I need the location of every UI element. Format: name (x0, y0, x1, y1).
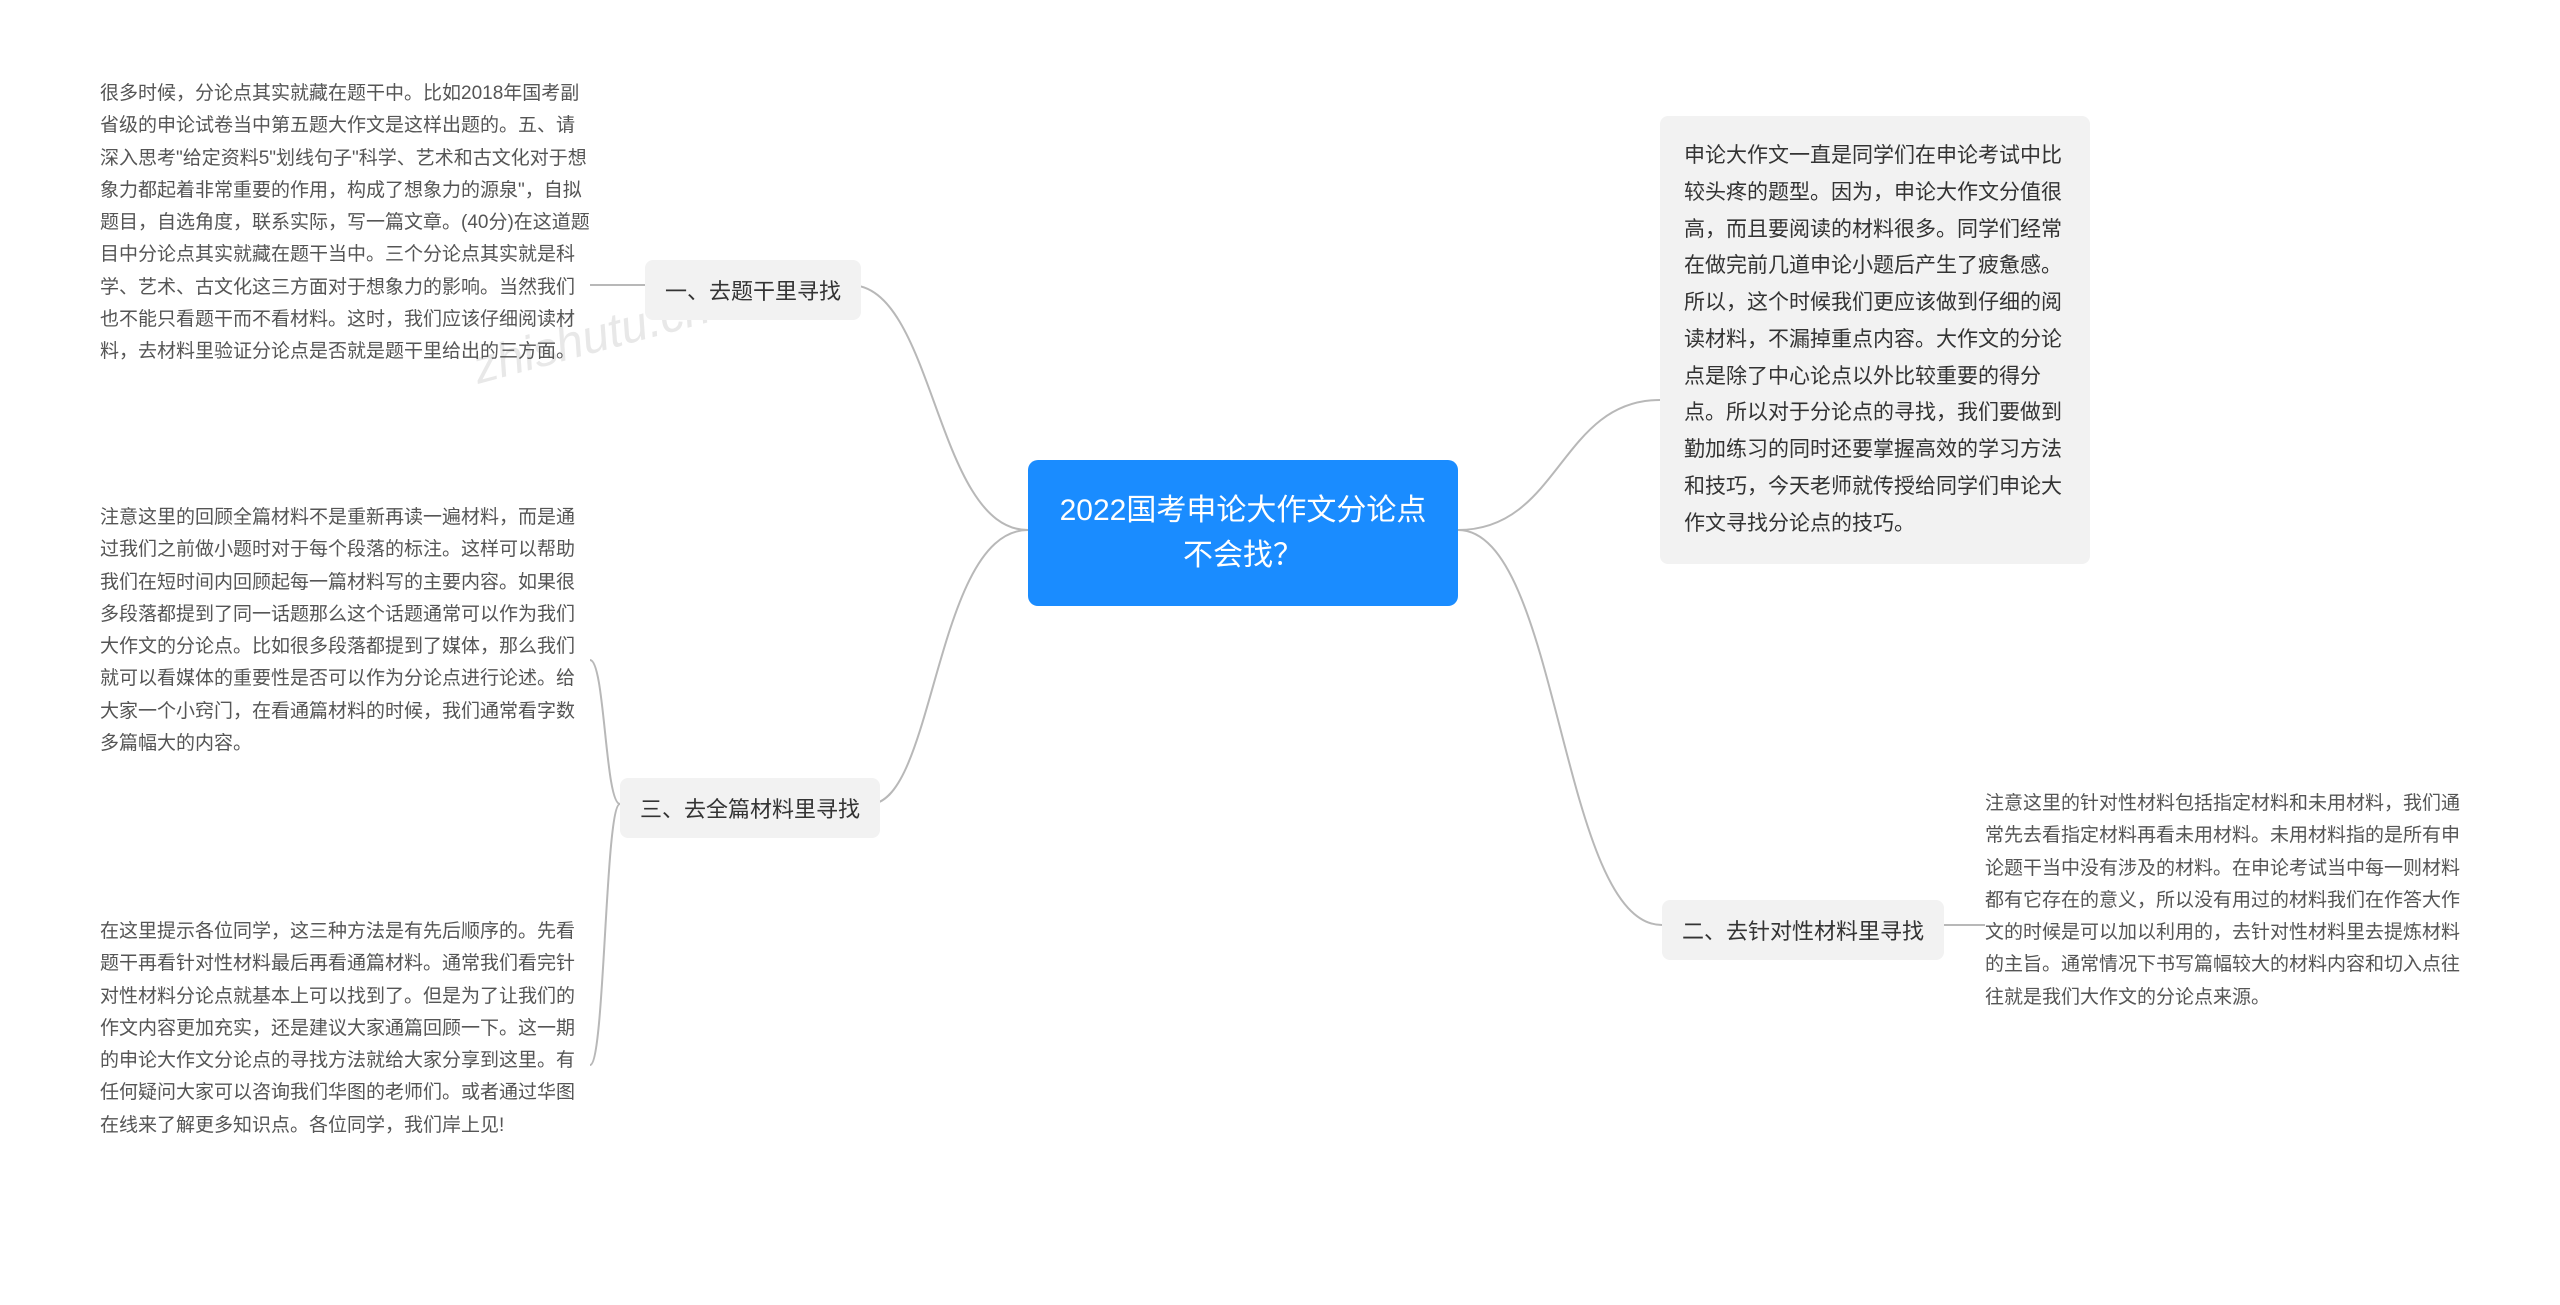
branch-method-3-detail-1: 注意这里的回顾全篇材料不是重新再读一遍材料，而是通过我们之前做小题时对于每个段落… (100, 502, 590, 760)
intro-text-box: 申论大作文一直是同学们在申论考试中比较头疼的题型。因为，申论大作文分值很高，而且… (1660, 116, 2090, 564)
branch-method-2: 二、去针对性材料里寻找 (1662, 900, 1944, 960)
branch-method-1-detail: 很多时候，分论点其实就藏在题干中。比如2018年国考副省级的申论试卷当中第五题大… (100, 78, 590, 369)
branch-method-1: 一、去题干里寻找 (645, 260, 861, 320)
center-topic: 2022国考申论大作文分论点不会找？ (1028, 460, 1458, 606)
branch-method-3: 三、去全篇材料里寻找 (620, 778, 880, 838)
branch-method-3-detail-2: 在这里提示各位同学，这三种方法是有先后顺序的。先看题干再看针对性材料最后再看通篇… (100, 916, 590, 1142)
branch-method-2-detail: 注意这里的针对性材料包括指定材料和未用材料，我们通常先去看指定材料再看未用材料。… (1985, 788, 2475, 1014)
